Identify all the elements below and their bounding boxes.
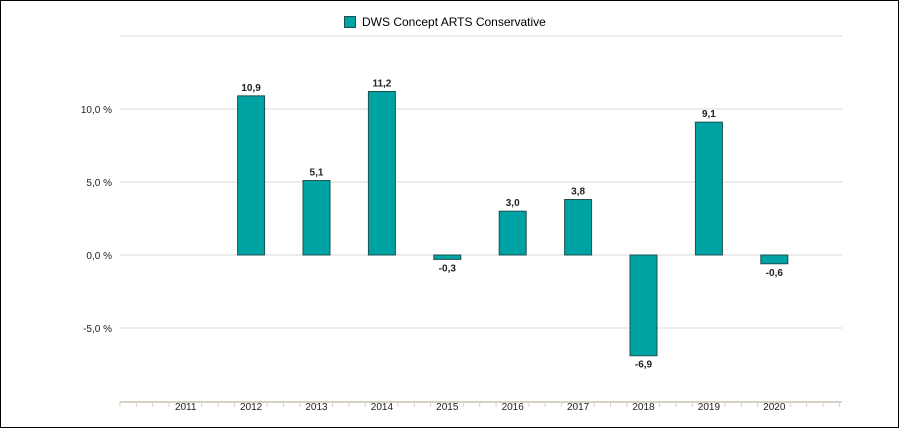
data-label: -0,6 — [766, 268, 784, 279]
data-label: 10,9 — [241, 83, 261, 94]
bar — [564, 199, 593, 256]
data-label: 11,2 — [372, 78, 391, 89]
data-label: 3,0 — [506, 198, 520, 209]
data-label: 3,8 — [571, 187, 585, 198]
x-tick-label: 2018 — [632, 402, 655, 413]
y-tick-label: 10,0 % — [81, 105, 112, 116]
x-tick-label: 2014 — [371, 402, 394, 413]
x-tick-label: 2015 — [436, 402, 459, 413]
x-tick-label: 2012 — [240, 402, 263, 413]
bar — [433, 254, 462, 260]
data-label: 5,1 — [310, 168, 324, 179]
bar — [237, 95, 266, 256]
y-tick-label: -5,0 % — [83, 324, 112, 335]
data-label: 9,1 — [702, 109, 716, 120]
legend-label: DWS Concept ARTS Conservative — [362, 15, 546, 29]
y-tick-label: 5,0 % — [86, 178, 112, 189]
data-label: -0,3 — [439, 263, 457, 274]
y-tick-label: 0,0 % — [86, 251, 112, 262]
bar — [629, 254, 658, 357]
data-label: -6,9 — [635, 360, 653, 371]
x-tick-label: 2017 — [567, 402, 590, 413]
legend: DWS Concept ARTS Conservative — [344, 14, 546, 30]
bar — [367, 90, 396, 256]
legend-swatch — [344, 16, 356, 28]
x-tick-label: 2011 — [175, 402, 197, 413]
x-tick-label: 2019 — [698, 402, 721, 413]
x-tick-label: 2013 — [305, 402, 328, 413]
bar — [498, 210, 527, 256]
bar — [760, 254, 789, 265]
bar — [694, 121, 723, 256]
x-tick-label: 2016 — [502, 402, 525, 413]
bar — [302, 180, 331, 256]
x-tick-label: 2020 — [763, 402, 786, 413]
